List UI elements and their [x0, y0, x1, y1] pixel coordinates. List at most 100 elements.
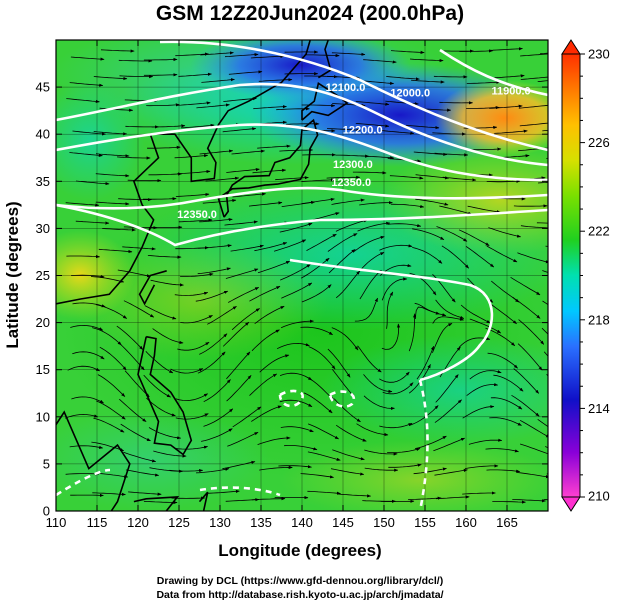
streamline — [380, 130, 415, 135]
streamline — [520, 225, 548, 229]
colorbar — [561, 39, 581, 512]
streamline — [252, 168, 287, 174]
contour-12400-b — [56, 468, 111, 497]
colorbar-tick-label: 210 — [588, 489, 610, 504]
streamline — [307, 490, 341, 495]
streamline — [254, 305, 285, 325]
streamline — [540, 52, 548, 55]
streamline — [228, 70, 263, 75]
streamline — [409, 58, 444, 63]
streamline — [118, 198, 152, 202]
streamline — [518, 146, 548, 152]
streamline — [201, 78, 235, 83]
streamline — [145, 351, 174, 374]
streamline — [253, 105, 287, 110]
streamline — [485, 327, 516, 347]
colorbar-tick-label: 226 — [588, 135, 610, 150]
y-axis-title: Latitude (degrees) — [3, 201, 22, 348]
streamline — [333, 398, 361, 423]
coastline — [137, 335, 193, 456]
streamline — [488, 227, 521, 238]
streamline — [203, 379, 231, 403]
contour-label: 11900.0 — [492, 86, 531, 98]
streamline — [251, 405, 282, 422]
streamline — [468, 438, 503, 445]
streamline — [412, 228, 445, 241]
streamline — [519, 443, 548, 456]
streamline — [389, 175, 424, 180]
streamline — [72, 130, 106, 136]
streamline — [381, 277, 408, 301]
streamline — [542, 300, 548, 306]
streamline — [517, 252, 548, 264]
streamline — [177, 341, 210, 351]
streamline — [433, 437, 466, 452]
streamline — [411, 79, 445, 84]
streamline — [116, 156, 151, 160]
streamline — [354, 297, 378, 322]
contour-label: 12350.0 — [177, 209, 217, 221]
streamline — [519, 122, 548, 127]
streamline — [124, 370, 150, 398]
streamline — [180, 272, 214, 277]
streamline — [432, 316, 464, 324]
streamline — [301, 104, 336, 108]
streamline — [257, 144, 291, 149]
coastline — [217, 118, 319, 218]
streamline — [207, 305, 237, 325]
streamline — [195, 290, 229, 302]
x-tick-label: 165 — [496, 515, 518, 530]
streamline — [148, 172, 183, 176]
streamline — [279, 222, 313, 233]
credit-data: Data from http://database.rish.kyoto-u.a… — [156, 589, 443, 601]
streamline — [490, 397, 523, 410]
contour-label: 12000.0 — [390, 88, 430, 100]
streamline — [520, 76, 548, 80]
contour-12100 — [56, 82, 548, 167]
streamline — [118, 59, 153, 63]
streamline — [467, 147, 502, 151]
streamline — [412, 247, 443, 264]
x-tick-label: 110 — [46, 515, 67, 530]
streamline — [71, 396, 104, 404]
streamline — [409, 272, 437, 296]
streamline — [284, 445, 318, 451]
contour-label: 12300.0 — [333, 159, 373, 171]
streamline — [467, 205, 501, 214]
streamline — [281, 282, 313, 299]
streamline — [487, 352, 518, 369]
streamline — [97, 374, 126, 397]
streamline — [231, 308, 260, 331]
coastlines — [56, 40, 349, 511]
streamline — [413, 151, 448, 156]
streamline — [65, 413, 99, 419]
streamline — [143, 73, 178, 77]
x-axis-ticks: 110 115 120 125 130 135 140 145 150 155 160 165 — [46, 40, 518, 530]
streamline — [69, 445, 104, 449]
streamline — [439, 205, 473, 215]
y-tick-label: 5 — [43, 456, 50, 471]
contour-labels: 12100.0 12000.0 11900.0 12200.0 12300.0 12350… — [177, 82, 531, 221]
colorbar-tick-label: 230 — [588, 47, 610, 62]
x-tick-label: 130 — [209, 515, 231, 530]
streamline — [95, 304, 128, 319]
streamline — [223, 97, 257, 102]
streamline — [181, 123, 215, 129]
streamline — [94, 472, 129, 479]
streamline — [439, 101, 474, 105]
streamline — [326, 128, 361, 132]
streamline — [70, 324, 104, 331]
colorbar-tick-label: 222 — [588, 224, 610, 239]
streamline — [360, 80, 395, 85]
streamline — [90, 276, 125, 283]
x-tick-label: 115 — [87, 515, 108, 530]
streamline — [379, 244, 413, 251]
streamline — [328, 249, 356, 274]
streamline — [248, 201, 283, 207]
streamline — [144, 305, 177, 320]
streamline — [119, 74, 154, 79]
streamline — [300, 257, 330, 279]
streamline — [196, 103, 230, 109]
streamline — [231, 149, 265, 155]
streamline — [363, 395, 395, 410]
